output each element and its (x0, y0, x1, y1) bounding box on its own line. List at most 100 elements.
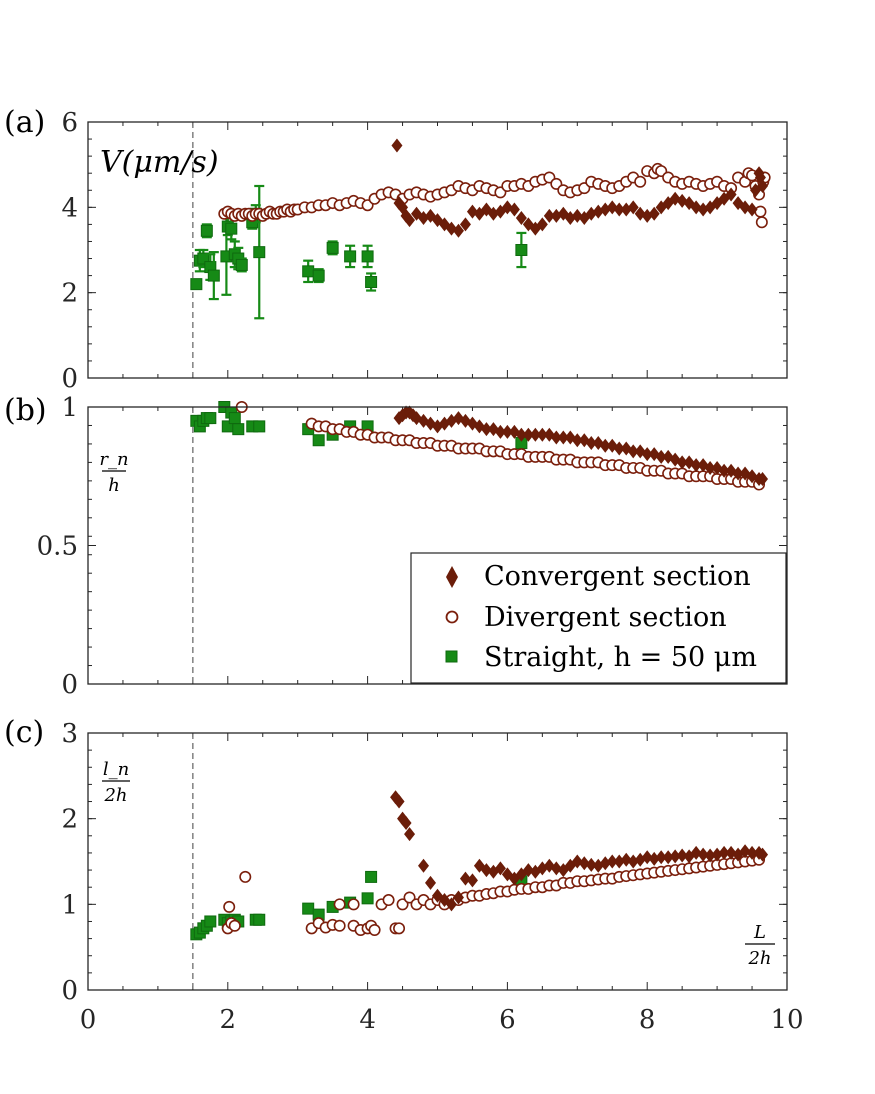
y-tick-label: 2 (61, 805, 78, 835)
straight-point (326, 241, 339, 254)
y-tick-label: 0 (61, 670, 78, 700)
legend-label-straight: Straight, h = 50 μm (484, 642, 757, 673)
panel-b-frame (87, 406, 788, 685)
panel-c-xlabel-denominator: 2h (747, 948, 771, 969)
straight-point (197, 252, 210, 265)
divergent-point (223, 900, 236, 913)
convergent-point (732, 466, 744, 481)
y-tick-label: 3 (61, 719, 78, 749)
x-tick-label: 4 (359, 1005, 376, 1035)
convergent-point (620, 852, 632, 867)
legend: Convergent section Divergent section Str… (410, 552, 787, 684)
convergent-point (543, 208, 555, 223)
convergent-point (418, 858, 430, 873)
convergent-point (522, 863, 534, 878)
convergent-point (739, 844, 751, 859)
panel-b-ylabel-numerator: r_n (99, 449, 128, 470)
straight-point (235, 258, 248, 271)
convergent-point (480, 422, 492, 437)
convergent-point (501, 424, 513, 439)
convergent-point (404, 827, 416, 842)
convergent-point (746, 845, 758, 860)
straight-point (312, 269, 325, 282)
divergent-point (382, 894, 395, 907)
panel-b-ylabel-denominator: h (108, 475, 120, 496)
straight-point (365, 276, 378, 288)
divergent-point (754, 205, 767, 218)
convergent-point (578, 856, 590, 871)
convergent-point (391, 138, 403, 153)
divergent-point (333, 898, 346, 911)
straight-point (200, 224, 213, 237)
convergent-point (718, 845, 730, 860)
convergent-point (613, 441, 625, 456)
convergent-point (718, 463, 730, 478)
x-tick-label: 0 (80, 1005, 97, 1035)
y-tick-label: 1 (61, 393, 78, 423)
convergent-point (676, 455, 688, 470)
convergent-point (571, 433, 583, 448)
straight-point (253, 246, 266, 259)
convergent-point (459, 871, 471, 886)
panel-c-ylabel: l_n 2h (102, 759, 130, 806)
convergent-point (655, 850, 667, 865)
convergent-point (466, 873, 478, 888)
convergent-point (627, 200, 639, 215)
panel-a-ylabel: V(μm/s) (100, 145, 219, 180)
convergent-point (648, 851, 660, 866)
convergent-point (501, 867, 513, 882)
legend-marker-divergent (445, 610, 459, 624)
convergent-point (445, 897, 457, 912)
y-tick-label: 0 (61, 976, 78, 1006)
panel-c-xlabel: L 2h (745, 922, 775, 969)
straight-point (232, 423, 245, 436)
panel-label-a: (a) (4, 105, 45, 140)
straight-point (190, 278, 203, 291)
convergent-point (425, 875, 437, 890)
convergent-point (452, 890, 464, 905)
panel-c-xlabel-numerator: L (753, 922, 766, 943)
convergent-point (662, 850, 674, 865)
straight-point (361, 892, 374, 905)
legend-label-divergent: Divergent section (484, 602, 727, 633)
straight-point (253, 420, 266, 433)
straight-point (302, 265, 315, 278)
panel-c-marks (190, 790, 769, 941)
legend-box (410, 552, 787, 684)
panel-a: (a) 0 2 4 6 V(μm/s) (4, 105, 788, 394)
convergent-point (757, 472, 769, 487)
convergent-point (690, 458, 702, 473)
divergent-point (393, 922, 406, 935)
divergent-point (347, 898, 360, 911)
convergent-point (585, 857, 597, 872)
convergent-point (522, 427, 534, 442)
straight-point (365, 870, 378, 883)
convergent-point (452, 223, 464, 238)
convergent-point (676, 848, 688, 863)
convergent-point (697, 847, 709, 862)
x-tick-label: 10 (770, 1005, 803, 1035)
straight-point (302, 902, 315, 915)
convergent-point (627, 854, 639, 869)
convergent-point (529, 427, 541, 442)
y-tick-label: 1 (61, 890, 78, 920)
straight-point (228, 412, 241, 425)
panel-c-ylabel-denominator: 2h (103, 785, 127, 806)
convergent-point (690, 845, 702, 860)
divergent-point (228, 919, 241, 932)
convergent-point (669, 849, 681, 864)
convergent-point (648, 206, 660, 221)
x-tick-label: 8 (639, 1005, 656, 1035)
y-tick-label: 2 (61, 279, 78, 309)
panel-c-frame (87, 732, 788, 991)
straight-point (253, 913, 266, 926)
x-tick-label: 2 (220, 1005, 237, 1035)
convergent-point (400, 815, 412, 830)
convergent-point (757, 847, 769, 862)
legend-label-convergent: Convergent section (484, 561, 751, 592)
convergent-point (711, 847, 723, 862)
panel-c-ticks: 0 1 2 3 0 2 4 6 8 10 (61, 719, 803, 1035)
convergent-point (613, 854, 625, 869)
panel-a-frame (87, 121, 788, 379)
